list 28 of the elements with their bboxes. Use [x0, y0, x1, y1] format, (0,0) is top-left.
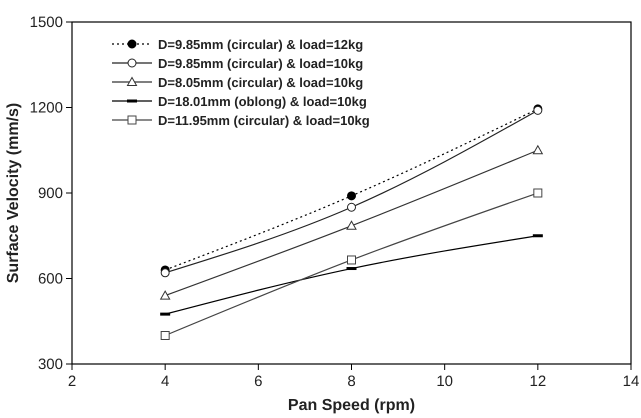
- point: [532, 145, 543, 154]
- point: [160, 268, 170, 278]
- legend-label: D=8.05mm (circular) & load=10kg: [158, 75, 364, 90]
- x-tick-label: 12: [529, 373, 546, 390]
- point: [347, 202, 356, 212]
- x-tick-label: 4: [160, 373, 170, 390]
- point: [160, 331, 170, 340]
- point: [347, 191, 356, 200]
- y-tick-label: 1200: [30, 100, 63, 116]
- y-axis-title: Surface Velocity (mm/s): [5, 102, 22, 284]
- legend-label: D=9.85mm (circular) & load=10kg: [158, 56, 364, 71]
- y-tick-label: 300: [38, 356, 63, 373]
- x-tick-label: 8: [347, 373, 356, 390]
- x-tick-label: 14: [622, 373, 640, 390]
- legend-label: D=9.85mm (circular) & load=12kg: [158, 37, 364, 52]
- legend-label: D=11.95mm (circular) & load=10kg: [158, 113, 370, 128]
- point: [346, 220, 356, 230]
- point: [533, 188, 542, 198]
- legend-label: D=18.01mm (oblong) & load=10kg: [158, 94, 367, 109]
- y-tick-label: 900: [38, 185, 63, 202]
- x-tick-label: 2: [68, 373, 76, 390]
- x-tick-label: 6: [254, 373, 263, 390]
- x-axis-title: Pan Speed (rpm): [288, 397, 416, 414]
- x-tick-label: 10: [436, 373, 454, 390]
- y-tick-label: 1500: [30, 14, 63, 31]
- y-tick-label: 600: [38, 270, 63, 288]
- point: [160, 290, 170, 300]
- point: [347, 255, 356, 264]
